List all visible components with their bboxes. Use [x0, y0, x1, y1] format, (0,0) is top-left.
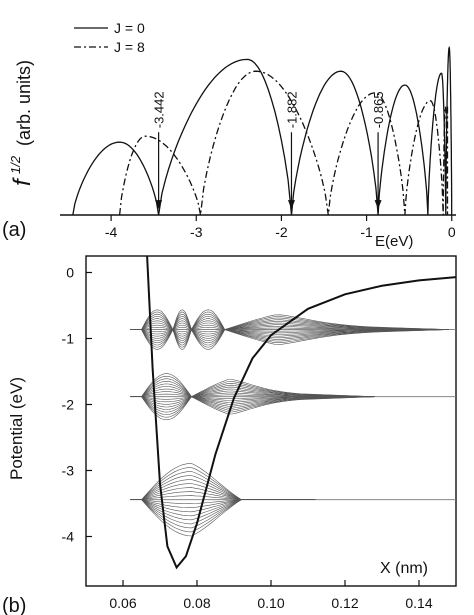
wavefunction-line [130, 499, 316, 525]
wavefunction-line [130, 396, 375, 421]
wavefunction-line [130, 499, 316, 508]
panel-b-chart: 0.06 0.08 0.10 0.12 0.14 0 -1 -2 -3 -4 Potential … [2, 255, 457, 615]
wavefunction-line [130, 467, 316, 500]
potential-curve [146, 255, 457, 570]
wavefunction-line [130, 499, 316, 504]
wavefunction-line [130, 499, 316, 517]
panel-b-energy-levels [130, 309, 456, 537]
x-tick-label: -2 [275, 224, 288, 240]
y-tick-label: -2 [62, 397, 75, 413]
panel-b-ticks: 0.06 0.08 0.10 0.12 0.14 0 -1 -2 -3 -4 [62, 265, 433, 612]
panel-b-potential [146, 255, 457, 570]
series-j0-line [72, 45, 453, 216]
wavefunction-line [130, 383, 375, 398]
wavefunction-line [130, 499, 316, 529]
panel-a-y-label: f 1/2 (arb. units) [8, 60, 36, 186]
annotation-arrowhead [374, 200, 382, 210]
wavefunction-line [130, 396, 375, 410]
wavefunction-line [130, 463, 316, 500]
x-tick-label: 0.12 [331, 595, 358, 611]
x-tick-label: -1 [360, 224, 373, 240]
wavefunction-line [130, 499, 316, 521]
y-tick-label: 0 [66, 265, 74, 281]
y-label-exponent: 1/2 [8, 155, 23, 174]
panel-b-label: (b) [2, 595, 26, 615]
annotation-label: -0.865 [371, 91, 386, 128]
y-tick-label: -1 [62, 331, 75, 347]
wavefunction-line [130, 479, 316, 500]
wavefunction-line [130, 487, 316, 500]
series-j8-line [118, 70, 449, 216]
x-tick-label: -4 [105, 224, 118, 240]
wavefunction-line [130, 499, 316, 513]
wavefunction-line [130, 499, 316, 533]
legend: J = 0 J = 8 [74, 20, 145, 55]
panel-a-chart: -4 -3 -2 -1 0 -3.442 -1.882 -0.865 J = 0 J = 8… [2, 20, 456, 250]
wavefunction-line [130, 483, 316, 500]
y-label-f: f [9, 177, 36, 186]
panel-b-frame [85, 255, 457, 587]
y-tick-label: -4 [62, 529, 75, 545]
panel-a-series [72, 45, 453, 216]
x-tick-label: 0.08 [183, 595, 210, 611]
y-label-units: (arb. units) [14, 60, 34, 146]
panel-a-label: (a) [2, 219, 26, 241]
annotation-arrowhead [155, 200, 163, 210]
legend-label-j0: J = 0 [114, 20, 145, 36]
panel-a-annotations: -3.442 -1.882 -0.865 [152, 91, 386, 210]
panel-a-x-ticks: -4 -3 -2 -1 0 [105, 215, 456, 240]
panel-b-y-label: Potential (eV) [7, 377, 26, 480]
legend-label-j8: J = 8 [114, 39, 145, 55]
wavefunction-line [130, 499, 316, 537]
wavefunction-line [130, 471, 316, 500]
panel-a-x-label: E(eV) [375, 233, 413, 250]
x-tick-label: 0 [448, 224, 456, 240]
x-tick-label: 0.14 [405, 595, 432, 611]
wavefunction-line [130, 495, 316, 500]
x-tick-label: 0.06 [109, 595, 136, 611]
wavefunction-line [130, 475, 316, 500]
wavefunction-line [130, 373, 375, 398]
wavefunction-line [130, 491, 316, 500]
panel-b-x-label: X (nm) [380, 560, 428, 577]
annotation-label: -1.882 [284, 91, 299, 128]
annotation-arrowhead [287, 200, 295, 210]
x-tick-label: -3 [190, 224, 203, 240]
annotation-label: -3.442 [152, 91, 167, 128]
y-tick-label: -3 [62, 463, 75, 479]
wavefunction-line [130, 328, 449, 350]
x-tick-label: 0.10 [257, 595, 284, 611]
